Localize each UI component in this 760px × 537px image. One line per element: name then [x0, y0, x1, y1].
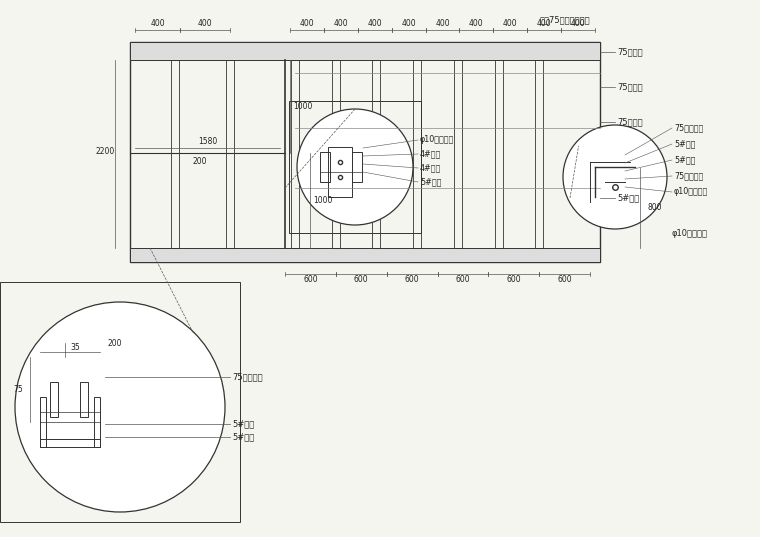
Text: 400: 400: [503, 19, 518, 28]
Bar: [40, 439, 100, 447]
Text: 75轻钢龙: 75轻钢龙: [617, 83, 643, 91]
Text: 2200: 2200: [95, 148, 115, 156]
Bar: [535, 60, 543, 248]
Text: 75: 75: [13, 384, 23, 394]
Bar: [331, 60, 340, 248]
Text: 4#角铁: 4#角铁: [420, 149, 442, 158]
Circle shape: [297, 109, 413, 225]
Text: 400: 400: [435, 19, 450, 28]
Bar: [413, 60, 421, 248]
Text: 5#槽钢: 5#槽钢: [232, 432, 255, 441]
Text: 1000: 1000: [293, 102, 312, 111]
Bar: [454, 60, 462, 248]
Text: 600: 600: [354, 275, 369, 285]
Text: 75顶骨龙: 75顶骨龙: [617, 47, 643, 56]
Text: 600: 600: [303, 275, 318, 285]
Bar: [130, 42, 600, 60]
Text: 400: 400: [537, 19, 552, 28]
Text: 400: 400: [150, 19, 165, 28]
Text: 400: 400: [198, 19, 212, 28]
Text: 5#槽钢: 5#槽钢: [232, 419, 255, 429]
Text: 35: 35: [70, 343, 80, 352]
Bar: [352, 152, 362, 182]
Bar: [372, 60, 381, 248]
Text: 600: 600: [557, 275, 572, 285]
Text: 400: 400: [469, 19, 483, 28]
Bar: [171, 60, 179, 248]
Text: 5#槽钢: 5#槽钢: [617, 193, 639, 202]
Text: 75轻钢龙骨: 75轻钢龙骨: [232, 373, 263, 381]
Bar: [320, 152, 330, 182]
Circle shape: [15, 302, 225, 512]
Text: 75轻钢龙: 75轻钢龙: [617, 118, 643, 127]
Bar: [328, 147, 352, 197]
Circle shape: [563, 125, 667, 229]
Text: 75顶天龙骨: 75顶天龙骨: [674, 171, 703, 180]
Text: 5#槽钢: 5#槽钢: [674, 140, 695, 149]
Text: 400: 400: [367, 19, 382, 28]
Bar: [80, 382, 88, 417]
Text: 5#槽钢: 5#槽钢: [420, 178, 442, 186]
Bar: [130, 248, 600, 262]
Text: 200: 200: [193, 156, 207, 165]
Text: φ10膨胀螺丝: φ10膨胀螺丝: [672, 229, 708, 238]
Text: 800: 800: [648, 204, 663, 213]
Text: 采用75系列轻钢龙骨: 采用75系列轻钢龙骨: [540, 16, 591, 25]
Bar: [94, 397, 100, 447]
Bar: [50, 382, 58, 417]
Bar: [495, 60, 502, 248]
Text: 200: 200: [108, 338, 122, 347]
Text: φ10膨胀螺栓: φ10膨胀螺栓: [420, 135, 454, 144]
Text: 400: 400: [571, 19, 585, 28]
Text: 600: 600: [506, 275, 521, 285]
Text: 600: 600: [405, 275, 420, 285]
Text: 600: 600: [455, 275, 470, 285]
Bar: [130, 42, 600, 262]
Bar: [289, 101, 421, 233]
Text: 400: 400: [401, 19, 416, 28]
Text: 75轻钢龙骨: 75轻钢龙骨: [674, 124, 703, 133]
Text: 4#方管: 4#方管: [420, 163, 442, 172]
Text: 1580: 1580: [198, 136, 217, 146]
Bar: [291, 60, 299, 248]
Text: 400: 400: [334, 19, 348, 28]
Text: 400: 400: [299, 19, 314, 28]
Bar: [40, 397, 46, 447]
Bar: [226, 60, 234, 248]
Bar: [0, 282, 240, 522]
Text: 1000: 1000: [313, 196, 333, 205]
Text: 5#角铁: 5#角铁: [674, 156, 695, 164]
Text: φ10膨胀螺栓: φ10膨胀螺栓: [674, 187, 708, 197]
